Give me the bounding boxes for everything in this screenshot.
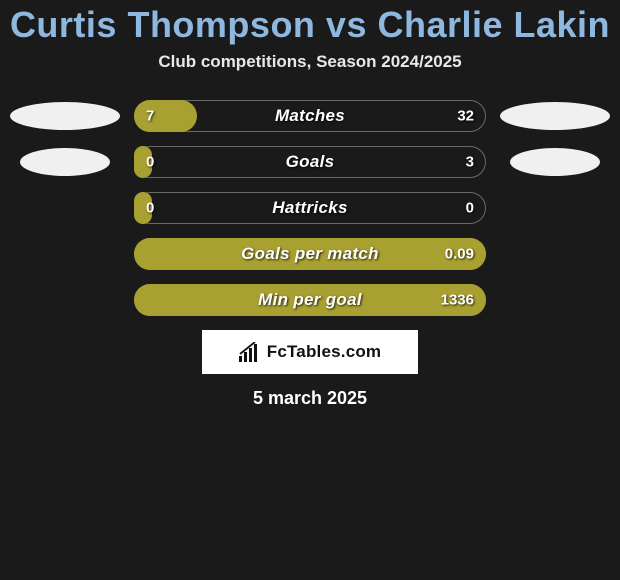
stat-label: Hattricks [134, 198, 486, 218]
player-left-marker [20, 148, 110, 176]
stat-value-right: 0 [466, 200, 474, 217]
player-right-marker [510, 148, 600, 176]
stat-value-left: 0 [146, 200, 154, 217]
date-label: 5 march 2025 [0, 388, 620, 409]
stat-bar: Goals0 3 [134, 146, 486, 178]
stat-row: Matches7 32 [10, 100, 610, 132]
stat-bar: Goals per match0.09 [134, 238, 486, 270]
stat-bar: Hattricks0 0 [134, 192, 486, 224]
stats-list: Matches732Goals03Hattricks00Goals per ma… [0, 100, 620, 316]
stat-label: Goals per match [134, 244, 486, 264]
stat-row: Goals0 3 [10, 146, 610, 178]
player-right-marker [500, 102, 610, 130]
stat-value-left: 7 [146, 108, 154, 125]
stat-value-left: 0 [146, 154, 154, 171]
stat-value-right: 1336 [441, 292, 474, 309]
player-left-marker [10, 102, 120, 130]
page-title: Curtis Thompson vs Charlie Lakin [0, 4, 620, 46]
stat-row: Min per goal1336 [10, 284, 610, 316]
brand-badge: FcTables.com [202, 330, 418, 374]
stat-row: Hattricks0 0 [10, 192, 610, 224]
subtitle: Club competitions, Season 2024/2025 [0, 52, 620, 72]
stat-bar: Matches7 32 [134, 100, 486, 132]
chart-icon [239, 342, 261, 362]
stat-value-right: 32 [457, 108, 474, 125]
brand-text: FcTables.com [267, 342, 382, 362]
stat-value-right: 3 [466, 154, 474, 171]
stat-label: Goals [134, 152, 486, 172]
stat-bar: Min per goal1336 [134, 284, 486, 316]
stat-row: Goals per match0.09 [10, 238, 610, 270]
stat-label: Matches [134, 106, 486, 126]
stat-label: Min per goal [134, 290, 486, 310]
stat-value-right: 0.09 [445, 246, 474, 263]
